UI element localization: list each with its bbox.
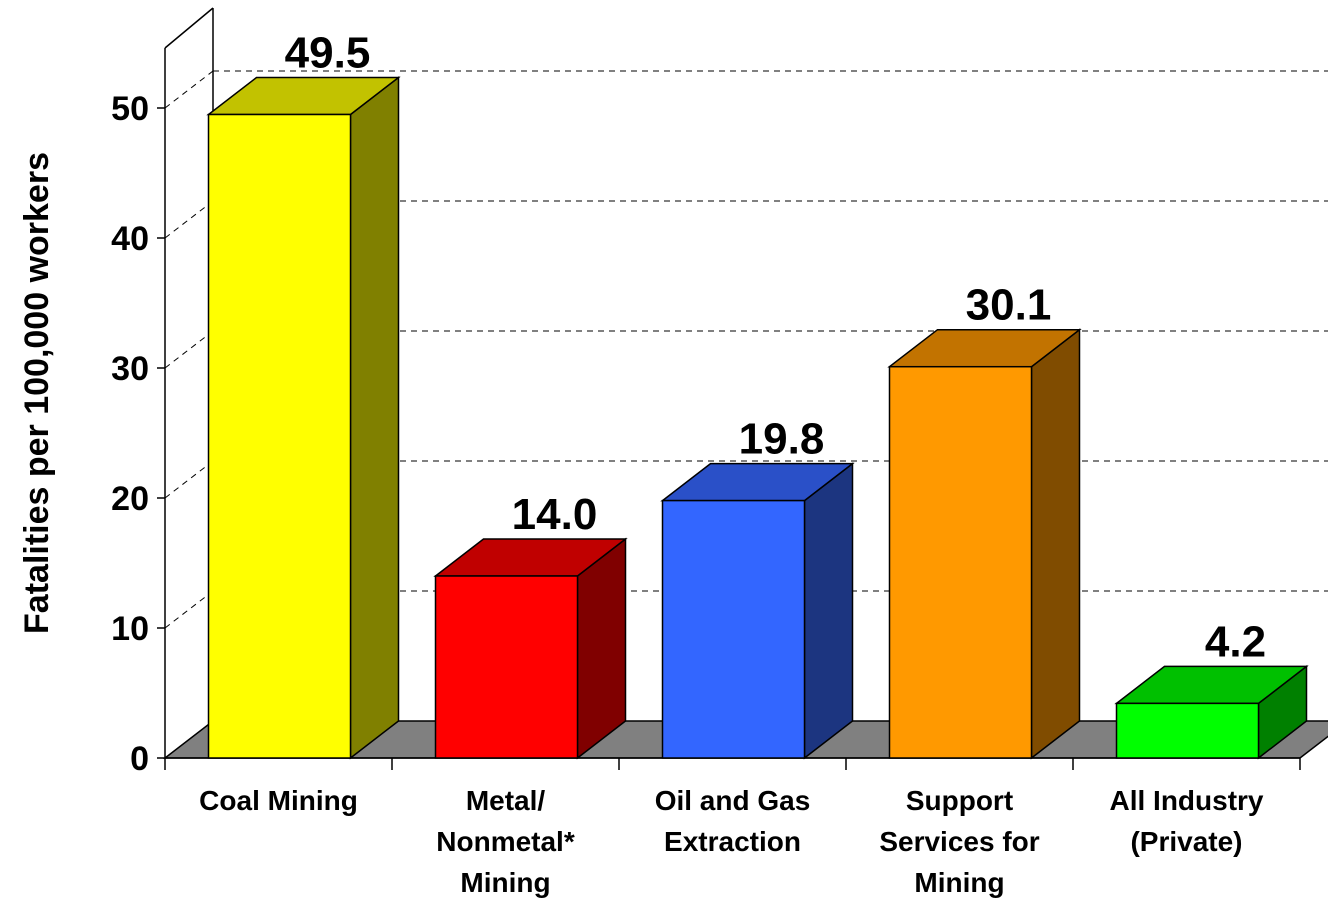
bar (1114, 664, 1309, 760)
y-axis-label: Fatalities per 100,000 workers (18, 152, 56, 634)
gridlines (164, 70, 1328, 629)
bar (887, 328, 1082, 760)
bar-side (349, 75, 400, 760)
x-tick-label: Services for (879, 826, 1039, 857)
x-tick-label: Mining (914, 867, 1004, 898)
bar-front (207, 113, 352, 759)
bar-side (576, 537, 627, 760)
y-tick-label: 30 (111, 350, 149, 388)
gridline-side (164, 460, 214, 499)
x-tick-label: Oil and Gas (655, 785, 811, 816)
gridline-side (164, 590, 214, 629)
x-tick-label: Mining (460, 867, 550, 898)
gridline-side (164, 70, 214, 109)
bars (206, 75, 1309, 760)
bar-front (661, 499, 806, 759)
x-tick-label: Extraction (664, 826, 801, 857)
data-label: 14.0 (512, 490, 598, 539)
y-tick-label: 10 (111, 610, 149, 648)
y-tick-label: 20 (111, 480, 149, 518)
axes: 0 10 20 30 40 50 (111, 48, 1301, 778)
x-tick-label: All Industry (1109, 785, 1263, 816)
bar-front (888, 365, 1033, 759)
bar-side (1030, 328, 1081, 760)
x-tick-label: Metal/ (466, 785, 546, 816)
data-label: 49.5 (285, 29, 371, 78)
x-tick-label: (Private) (1130, 826, 1242, 857)
chart-walls (164, 7, 214, 721)
x-tick-label: Support (906, 785, 1013, 816)
bar (660, 462, 855, 760)
y-tick-label: 40 (111, 220, 149, 258)
bar (433, 537, 628, 760)
wall-top-edge (164, 7, 214, 49)
x-tick-label: Nonmetal* (436, 826, 575, 857)
bar (206, 75, 401, 760)
bar-front (1115, 702, 1260, 759)
x-tick-label: Coal Mining (199, 785, 358, 816)
data-label: 19.8 (739, 415, 825, 464)
gridline-side (164, 330, 214, 369)
bar-front (434, 575, 579, 759)
data-label: 30.1 (966, 281, 1052, 330)
data-label: 4.2 (1205, 617, 1266, 666)
y-tick-label: 50 (111, 90, 149, 128)
gridline-side (164, 200, 214, 239)
bar-side (803, 462, 854, 760)
labels: 49.5 Coal Mining 14.0 Metal/Nonmetal* Mining… (199, 29, 1266, 898)
y-tick-label: 0 (130, 740, 149, 778)
